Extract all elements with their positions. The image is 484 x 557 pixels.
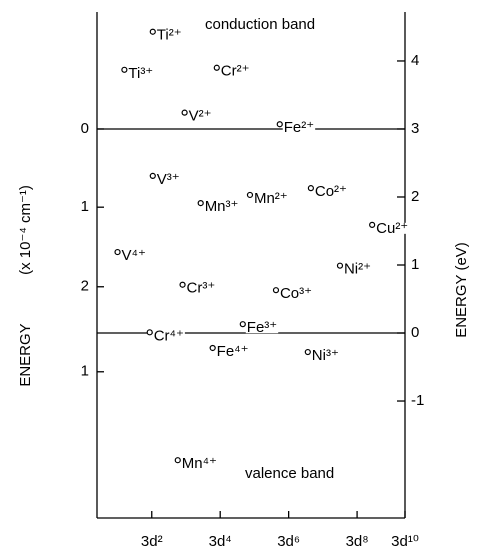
ion-level bbox=[336, 262, 344, 269]
ion-label: Ti²⁺ bbox=[157, 27, 182, 44]
y2-tick-label: 1 bbox=[411, 256, 419, 273]
ion-label: Ti³⁺ bbox=[128, 65, 153, 82]
ion-level bbox=[149, 172, 156, 180]
label-bg bbox=[245, 322, 279, 334]
ion-level bbox=[197, 200, 204, 207]
x-tick-label: 3d¹⁰ bbox=[391, 533, 419, 550]
x-tick-label: 3d⁸ bbox=[346, 533, 369, 550]
ion-label: Mn⁴⁺ bbox=[182, 455, 217, 472]
y2-tick-label: 4 bbox=[411, 52, 419, 69]
ion-label: Mn²⁺ bbox=[254, 190, 288, 207]
ion-level bbox=[174, 457, 181, 464]
x-tick-label: 3d⁴ bbox=[209, 533, 232, 550]
ion-label: V⁴⁺ bbox=[122, 247, 146, 264]
ion-level bbox=[149, 28, 156, 35]
ion-level bbox=[146, 329, 153, 336]
label-bg bbox=[252, 192, 289, 204]
ion-label: V³⁺ bbox=[157, 171, 180, 188]
ion-level bbox=[114, 248, 121, 256]
ion-label: V²⁺ bbox=[189, 108, 212, 125]
ion-label: Cr³⁺ bbox=[187, 280, 216, 297]
ion-level bbox=[304, 348, 311, 356]
ion-level bbox=[213, 64, 220, 71]
ion-label: Fe³⁺ bbox=[247, 319, 277, 336]
y2-title: ENERGY (eV) bbox=[453, 242, 470, 338]
label-bg bbox=[127, 67, 155, 79]
ion-label: Cr⁴⁺ bbox=[154, 327, 184, 344]
label-bg bbox=[375, 222, 410, 234]
y-title-unit: (x 10⁻⁴ cm⁻¹) bbox=[17, 185, 34, 275]
y2-tick-label: 3 bbox=[411, 120, 419, 137]
ion-label: Co³⁺ bbox=[280, 285, 312, 302]
band-label: valence band bbox=[245, 465, 334, 482]
ion-level bbox=[121, 66, 128, 73]
y2-tick-label: 2 bbox=[411, 188, 419, 205]
ion-level bbox=[369, 221, 376, 228]
label-bg bbox=[282, 122, 316, 134]
label-bg bbox=[278, 288, 314, 300]
label-bg bbox=[313, 186, 348, 198]
ion-label: Co²⁺ bbox=[315, 183, 347, 200]
y-tick-label: 2 bbox=[81, 278, 89, 295]
ion-level bbox=[179, 281, 186, 288]
ion-label: Cr²⁺ bbox=[221, 63, 250, 80]
y-tick-label: 1 bbox=[81, 363, 89, 380]
label-bg bbox=[215, 345, 250, 357]
y-tick-label: 1 bbox=[81, 198, 89, 215]
y2-tick-label: -1 bbox=[411, 392, 424, 409]
label-bg bbox=[219, 65, 251, 77]
y2-tick-label: 0 bbox=[411, 324, 419, 341]
label-bg bbox=[180, 458, 218, 470]
label-bg bbox=[185, 282, 217, 294]
ion-level bbox=[272, 287, 280, 294]
label-bg bbox=[152, 330, 185, 342]
ion-label: Fe²⁺ bbox=[284, 119, 314, 136]
label-bg bbox=[120, 250, 147, 262]
ion-level bbox=[209, 344, 216, 352]
label-bg bbox=[155, 173, 181, 185]
ion-level bbox=[246, 191, 254, 199]
label-bg bbox=[342, 263, 373, 275]
label-bg bbox=[203, 201, 240, 213]
ion-level bbox=[181, 109, 188, 116]
y-tick-label: 0 bbox=[81, 120, 89, 137]
band-label: conduction band bbox=[205, 16, 315, 33]
ion-level bbox=[307, 185, 314, 192]
ion-label: Ni³⁺ bbox=[312, 347, 339, 364]
ion-label: Mn³⁺ bbox=[205, 198, 239, 215]
label-bg bbox=[310, 350, 340, 362]
x-tick-label: 3d⁶ bbox=[277, 533, 300, 550]
ion-level bbox=[276, 121, 283, 128]
x-tick-label: 3d² bbox=[141, 533, 163, 550]
ion-label: Cu²⁺ bbox=[376, 220, 408, 237]
label-bg bbox=[187, 110, 213, 122]
ion-label: Fe⁴⁺ bbox=[217, 343, 249, 360]
y-title: ENERGY bbox=[17, 323, 34, 386]
ion-label: Ni²⁺ bbox=[344, 261, 371, 278]
label-bg bbox=[155, 29, 183, 41]
ion-level bbox=[239, 321, 246, 328]
